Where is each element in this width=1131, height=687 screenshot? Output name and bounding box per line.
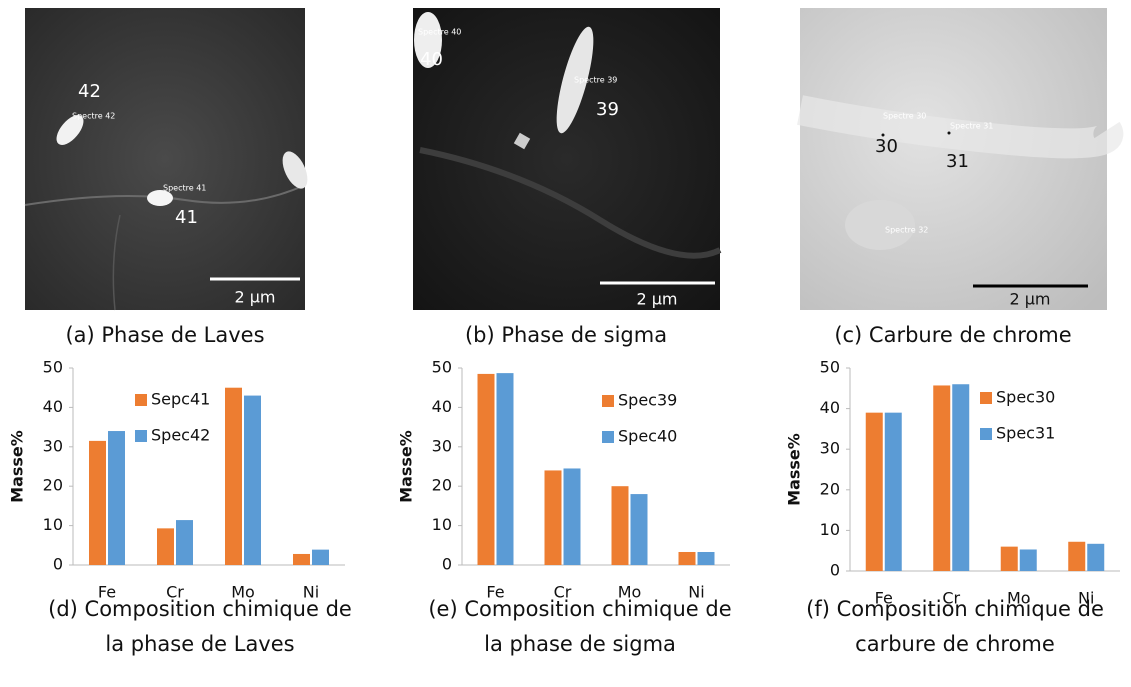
y-tick-label: 20 (432, 476, 452, 495)
legend-swatch (980, 392, 992, 404)
spot-label: Spectre 42 (72, 112, 115, 121)
x-tick-label: Cr (166, 583, 184, 602)
bar (697, 551, 715, 565)
y-tick-label: 0 (830, 561, 840, 580)
spot-label: 39 (596, 99, 619, 120)
y-tick-label: 20 (43, 476, 63, 495)
chart-caption: la phase de sigma (484, 632, 676, 656)
bar (1000, 546, 1018, 571)
bar (630, 494, 648, 565)
spot-label: Spectre 31 (950, 122, 993, 131)
scale-label: 2 µm (636, 290, 677, 309)
bar (563, 468, 581, 565)
y-tick-label: 50 (820, 358, 840, 377)
legend-swatch (602, 431, 614, 443)
x-tick-label: Mo (1007, 589, 1031, 608)
image-caption: (b) Phase de sigma (465, 323, 667, 347)
scale-label: 2 µm (1009, 290, 1050, 309)
spot-label: Spectre 39 (574, 76, 617, 85)
legend-label: Spec39 (618, 391, 677, 410)
bar (865, 412, 883, 571)
x-tick-label: Fe (486, 583, 504, 602)
y-tick-label: 40 (432, 397, 452, 416)
spot-label: Spectre 32 (885, 226, 928, 235)
x-tick-label: Mo (231, 583, 255, 602)
x-tick-label: Fe (875, 589, 893, 608)
micrograph-b: Spectre 40 40 Spectre 39 39 2 µm (413, 8, 722, 310)
bar (312, 549, 329, 565)
bar (477, 373, 495, 565)
legend-swatch (135, 394, 147, 406)
legend-swatch (135, 430, 147, 442)
chart-caption: carbure de chrome (855, 632, 1055, 656)
scale-label: 2 µm (234, 288, 275, 307)
bar (176, 520, 193, 565)
x-tick-label: Cr (554, 583, 572, 602)
legend-label: Sepc41 (151, 390, 210, 409)
image-caption: (a) Phase de Laves (65, 323, 264, 347)
spot-label: 41 (175, 207, 198, 228)
y-axis-label: Masse% (785, 433, 804, 506)
bar (933, 385, 951, 571)
y-tick-label: 50 (432, 358, 452, 377)
micrograph-c: Spectre 30 30 Spectre 31 31 Spectre 32 2… (797, 8, 1124, 310)
spot-label: Spectre 41 (163, 184, 206, 193)
legend-label: Spec40 (618, 427, 677, 446)
bar (157, 528, 174, 565)
spot-label: Spectre 40 (418, 28, 461, 37)
x-tick-label: Cr (942, 589, 960, 608)
bar (952, 384, 970, 571)
spot-label: Spectre 30 (883, 112, 926, 121)
chart-caption: (d) Composition chimique de (48, 597, 352, 621)
bar (678, 551, 696, 565)
bar (244, 395, 261, 565)
spot-label: 31 (946, 151, 969, 172)
y-tick-label: 30 (43, 436, 63, 455)
y-tick-label: 0 (442, 555, 452, 574)
chart-caption: la phase de Laves (105, 632, 294, 656)
bar (544, 470, 562, 565)
y-axis-label: Masse% (8, 430, 27, 503)
legend-swatch (602, 395, 614, 407)
y-tick-label: 0 (53, 555, 63, 574)
bar (108, 431, 125, 565)
bar (225, 387, 242, 565)
y-axis-label: Masse% (397, 430, 416, 503)
bar (293, 553, 310, 565)
y-tick-label: 50 (43, 358, 63, 377)
image-caption: (c) Carbure de chrome (834, 323, 1071, 347)
y-tick-label: 30 (820, 439, 840, 458)
spot-label: 30 (875, 136, 898, 157)
y-tick-label: 40 (43, 397, 63, 416)
micrograph-a: 42 Spectre 42 Spectre 41 41 2 µm (24, 8, 308, 311)
x-tick-label: Fe (98, 583, 116, 602)
legend-swatch (980, 428, 992, 440)
y-tick-label: 20 (820, 479, 840, 498)
legend-label: Spec30 (996, 388, 1055, 407)
bar (89, 440, 106, 565)
y-tick-label: 10 (820, 520, 840, 539)
legend-label: Spec31 (996, 424, 1055, 443)
bar (1087, 543, 1105, 571)
spot-label: 42 (78, 81, 101, 102)
bar (611, 486, 629, 565)
x-tick-label: Ni (688, 583, 704, 602)
bar (496, 373, 514, 565)
y-tick-label: 40 (820, 398, 840, 417)
bar (1068, 541, 1086, 571)
chart-caption: (e) Composition chimique de (428, 597, 731, 621)
x-tick-label: Ni (1078, 589, 1094, 608)
y-tick-label: 10 (43, 515, 63, 534)
x-tick-label: Ni (303, 583, 319, 602)
y-tick-label: 30 (432, 436, 452, 455)
legend-label: Spec42 (151, 426, 210, 445)
y-tick-label: 10 (432, 515, 452, 534)
bar (1019, 549, 1037, 571)
bar (884, 412, 902, 571)
spot-label: 40 (420, 49, 443, 70)
x-tick-label: Mo (618, 583, 642, 602)
chart-caption: (f) Composition chimique de (806, 597, 1104, 621)
